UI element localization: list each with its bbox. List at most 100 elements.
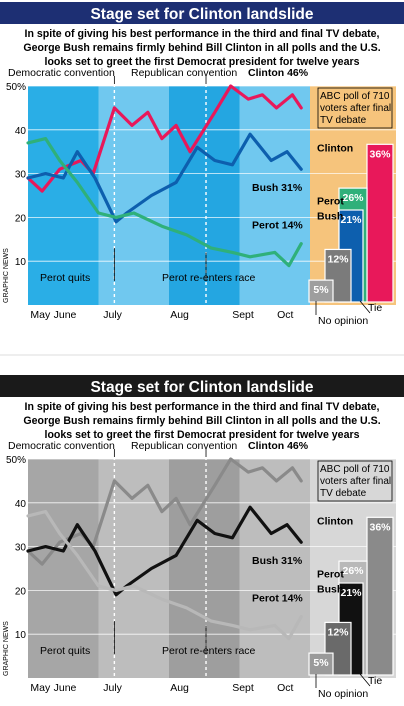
poll-label-tie: Tie xyxy=(368,675,382,687)
poll-label-perot: Perot xyxy=(317,568,344,580)
month-label: Sept xyxy=(232,682,254,694)
abc-poll-title: TV debate xyxy=(320,488,367,499)
month-label: Aug xyxy=(170,309,189,321)
poll-bar-clinton xyxy=(366,143,394,303)
clinton-end-label: Clinton 46% xyxy=(248,440,309,452)
poll-bar-no-opinion xyxy=(308,652,334,676)
perot-end-label: Perot 14% xyxy=(252,219,303,231)
y-tick-label: 40 xyxy=(15,499,27,510)
perot-quits-bg xyxy=(38,642,96,657)
abc-poll-box xyxy=(317,87,393,129)
poll-bar-value: 12% xyxy=(327,253,349,265)
abc-poll-title: ABC poll of 710 xyxy=(320,464,390,475)
month-band-sept xyxy=(239,459,310,678)
poll-label-no-opinion: No opinion xyxy=(318,688,368,700)
subtitle-line: In spite of giving his best performance … xyxy=(25,28,380,40)
y-tick-label: 10 xyxy=(15,257,27,268)
tie-pointer xyxy=(359,300,371,314)
poll-bar-value: 26% xyxy=(342,565,364,577)
poll-label-clinton: Clinton xyxy=(317,142,353,154)
month-band-sept xyxy=(239,86,310,305)
series-line-bush xyxy=(26,132,303,224)
perot-quits-bg xyxy=(38,269,96,284)
abc-poll-title: voters after final xyxy=(320,103,391,114)
y-tick-label: 20 xyxy=(15,586,27,597)
y-tick-label: 10 xyxy=(15,630,27,641)
chart-title: Stage set for Clinton landslide xyxy=(90,6,313,23)
month-label: Aug xyxy=(170,682,189,694)
poll-bar-value: 12% xyxy=(327,626,349,638)
month-band-aug xyxy=(169,86,240,305)
y-tick-label: 40 xyxy=(15,126,27,137)
y-tick-label: 30 xyxy=(15,543,27,554)
poll-label-perot: Perot xyxy=(317,195,344,207)
month-band-aug xyxy=(169,459,240,678)
y-tick-label: 50% xyxy=(6,455,26,466)
perot-quits-label: Perot quits xyxy=(40,272,90,284)
y-tick-label: 30 xyxy=(15,170,27,181)
series-line-clinton xyxy=(26,457,303,566)
month-label: June xyxy=(54,309,77,321)
bush-end-label: Bush 31% xyxy=(252,555,303,567)
panel-color: Stage set for Clinton landslide In spite … xyxy=(0,2,404,327)
series-line-bush xyxy=(26,505,303,597)
series-line-perot xyxy=(26,510,303,641)
subtitle-line: looks set to greet the first Democrat pr… xyxy=(45,56,360,68)
poll-bar-value: 36% xyxy=(369,521,391,533)
series-line-clinton xyxy=(26,84,303,193)
side-label: GRAPHIC NEWS xyxy=(3,621,10,676)
month-label: June xyxy=(54,682,77,694)
subtitle-line: George Bush remains firmly behind Bill C… xyxy=(23,42,380,54)
panel-gray: Stage set for Clinton landslide In spite … xyxy=(0,375,404,700)
poll-label-clinton: Clinton xyxy=(317,515,353,527)
poll-bar-value: 26% xyxy=(342,192,364,204)
poll-label-no-opinion: No opinion xyxy=(318,315,368,327)
y-tick-label: 20 xyxy=(15,213,27,224)
side-label: GRAPHIC NEWS xyxy=(3,248,10,303)
perot-quits-label: Perot quits xyxy=(40,645,90,657)
bush-end-label: Bush 31% xyxy=(252,182,303,194)
abc-poll-title: ABC poll of 710 xyxy=(320,91,390,102)
title-bar xyxy=(0,375,404,397)
poll-bar-clinton xyxy=(366,516,394,676)
perot-end-label: Perot 14% xyxy=(252,592,303,604)
poll-bar-value: 5% xyxy=(313,657,329,669)
poll-bar-value: 21% xyxy=(340,214,362,226)
poll-label-bush: Bush xyxy=(317,584,343,596)
poll-bar-value: 36% xyxy=(369,148,391,160)
subtitle-line: George Bush remains firmly behind Bill C… xyxy=(23,415,380,427)
subtitle-line: In spite of giving his best performance … xyxy=(25,401,380,413)
month-band-july xyxy=(98,86,169,305)
series-line-perot xyxy=(26,137,303,268)
perot-reenters-label: Perot re-enters race xyxy=(162,272,256,284)
poll-bar-no-opinion xyxy=(308,279,334,303)
rep-convention-label: Republican convention xyxy=(131,440,237,452)
abc-poll-title: voters after final xyxy=(320,476,391,487)
month-label: Oct xyxy=(277,309,293,321)
dem-convention-label: Democratic convention xyxy=(8,67,115,79)
dem-convention-label: Democratic convention xyxy=(8,440,115,452)
poll-bar-value: 5% xyxy=(313,284,329,296)
clinton-end-label: Clinton 46% xyxy=(248,67,309,79)
rep-convention-label: Republican convention xyxy=(131,67,237,79)
month-label: Oct xyxy=(277,682,293,694)
y-tick-label: 50% xyxy=(6,82,26,93)
chart-title: Stage set for Clinton landslide xyxy=(90,379,313,396)
abc-poll-title: TV debate xyxy=(320,115,367,126)
month-label: Sept xyxy=(232,309,254,321)
abc-poll-box xyxy=(317,460,393,502)
month-label: May xyxy=(30,682,51,694)
title-bar xyxy=(0,2,404,24)
poll-bar-value: 21% xyxy=(340,587,362,599)
month-band-july xyxy=(98,459,169,678)
month-label: July xyxy=(103,682,122,694)
month-label: July xyxy=(103,309,122,321)
tie-pointer xyxy=(359,673,371,687)
subtitle-line: looks set to greet the first Democrat pr… xyxy=(45,429,360,441)
poll-label-tie: Tie xyxy=(368,302,382,314)
perot-reenters-label: Perot re-enters race xyxy=(162,645,256,657)
poll-label-bush: Bush xyxy=(317,211,343,223)
month-label: May xyxy=(30,309,51,321)
